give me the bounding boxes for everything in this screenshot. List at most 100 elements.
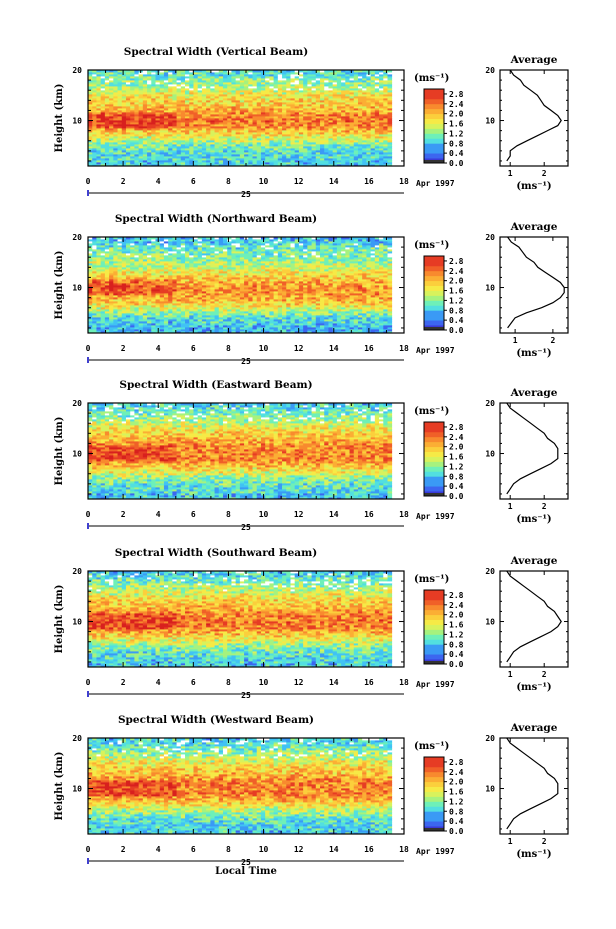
profile-x-label: (ms⁻¹) <box>516 849 551 860</box>
average-profile: Average 1 2 10 20 (ms⁻¹) <box>485 722 569 860</box>
colorbar-tick-label: 2.8 <box>449 257 464 266</box>
x-tick-label: 0 <box>86 678 91 687</box>
day-label: 25 <box>241 523 251 532</box>
colorbar-unit: (ms⁻¹) <box>414 574 449 585</box>
profile-frame <box>499 737 569 835</box>
day-label: 25 <box>241 858 251 867</box>
profile-x-tick-label: 1 <box>508 837 513 846</box>
colorbar-tick-label: 0.0 <box>449 326 464 335</box>
y-tick-label: 20 <box>72 399 82 408</box>
profile-x-tick-label: 2 <box>542 169 547 178</box>
x-tick-label: 12 <box>294 344 304 353</box>
panel-title: Spectral Width (Vertical Beam) <box>124 46 308 58</box>
profile-x-tick-label: 1 <box>508 169 513 178</box>
y-tick-label: 10 <box>72 284 82 293</box>
x-tick-label: 0 <box>86 510 91 519</box>
colorbar-tick-label: 2.4 <box>449 267 464 276</box>
colorbar-unit: (ms⁻¹) <box>414 741 449 752</box>
x-tick-label: 2 <box>121 177 126 186</box>
x-tick-label: 2 <box>121 510 126 519</box>
profile-x-tick-label: 2 <box>542 502 547 511</box>
profile-frame <box>499 402 569 500</box>
colorbar-tick-label: 0.8 <box>449 306 464 315</box>
x-tick-label: 2 <box>121 344 126 353</box>
x-tick-label: 0 <box>86 344 91 353</box>
colorbar-tick-label: 1.2 <box>449 797 464 806</box>
x-tick-label: 18 <box>399 845 409 854</box>
profile-y-tick-label: 10 <box>485 618 495 627</box>
colorbar-tick-label: 1.2 <box>449 462 464 471</box>
day-label: 25 <box>241 357 251 366</box>
colorbar-tick-label: 0.4 <box>449 650 464 659</box>
profile-y-tick-label: 20 <box>485 399 495 408</box>
colorbar-tick-label: 0.0 <box>449 660 464 669</box>
colorbar-tick-label: 0.4 <box>449 149 464 158</box>
colorbar-unit: (ms⁻¹) <box>414 240 449 251</box>
x-tick-label: 2 <box>121 845 126 854</box>
panel-5: Spectral Width (Westward Beam)0 2 4 6 8 10 12 1… <box>54 714 569 877</box>
colorbar-tick-label: 1.6 <box>449 287 464 296</box>
y-tick-label: 20 <box>72 567 82 576</box>
x-tick-label: 18 <box>399 510 409 519</box>
colorbar-tick-label: 0.8 <box>449 139 464 148</box>
colorbar-tick-label: 1.6 <box>449 621 464 630</box>
x-tick-label: 10 <box>259 678 269 687</box>
average-profile: Average 1 2 10 20 (ms⁻¹) <box>485 387 569 525</box>
profile-x-tick-label: 1 <box>508 502 513 511</box>
x-tick-label: 16 <box>364 177 374 186</box>
y-axis-label: Height (km) <box>54 585 65 654</box>
x-tick-label: 16 <box>364 678 374 687</box>
heatmap <box>88 738 393 835</box>
colorbar-tick-label: 2.0 <box>449 611 464 620</box>
profile-frame <box>499 236 569 334</box>
date-label: Apr 1997 <box>416 847 455 856</box>
profile-x-tick-label: 1 <box>513 336 518 345</box>
panel-4: Spectral Width (Southward Beam)0 2 4 6 8 10 12… <box>54 547 569 700</box>
colorbar-tick-label: 0.4 <box>449 316 464 325</box>
y-tick-label: 10 <box>72 450 82 459</box>
x-tick-label: 16 <box>364 845 374 854</box>
profile-line <box>507 236 565 329</box>
profile-y-tick-label: 20 <box>485 233 495 242</box>
profile-x-tick-label: 2 <box>542 837 547 846</box>
colorbar-tick-label: 2.4 <box>449 433 464 442</box>
x-tick-label: 16 <box>364 510 374 519</box>
colorbar-tick-label: 1.2 <box>449 129 464 138</box>
x-tick-label: 16 <box>364 344 374 353</box>
x-axis-label: Local Time <box>215 866 277 877</box>
colorbar-tick-label: 2.4 <box>449 768 464 777</box>
panel-title: Spectral Width (Southward Beam) <box>115 547 317 559</box>
average-profile: Average 1 2 10 20 (ms⁻¹) <box>485 555 569 693</box>
x-tick-label: 14 <box>329 344 339 353</box>
x-tick-label: 4 <box>156 344 161 353</box>
x-tick-label: 8 <box>226 344 231 353</box>
y-tick-label: 20 <box>72 233 82 242</box>
x-tick-label: 18 <box>399 177 409 186</box>
colorbar-tick-label: 0.8 <box>449 807 464 816</box>
x-tick-label: 10 <box>259 845 269 854</box>
y-tick-label: 10 <box>72 117 82 126</box>
x-tick-label: 8 <box>226 845 231 854</box>
colorbar: 2.82.42.01.61.20.80.40.0 <box>423 88 464 168</box>
y-axis-label: Height (km) <box>54 84 65 153</box>
y-axis-label: Height (km) <box>54 251 65 320</box>
panel-3: Spectral Width (Eastward Beam)0 2 4 6 8 10 12 1… <box>54 379 569 532</box>
colorbar-tick-label: 0.8 <box>449 472 464 481</box>
panel-title: Spectral Width (Northward Beam) <box>115 213 317 225</box>
profile-title: Average <box>510 722 558 734</box>
day-label: 25 <box>241 691 251 700</box>
colorbar-tick-label: 2.4 <box>449 100 464 109</box>
x-tick-label: 8 <box>226 678 231 687</box>
profile-title: Average <box>510 387 558 399</box>
colorbar: 2.82.42.01.61.20.80.40.0 <box>423 421 464 501</box>
x-tick-label: 12 <box>294 845 304 854</box>
x-tick-label: 8 <box>226 510 231 519</box>
profile-x-label: (ms⁻¹) <box>516 514 551 525</box>
x-tick-label: 6 <box>191 845 196 854</box>
colorbar-tick-label: 1.2 <box>449 630 464 639</box>
panel-title: Spectral Width (Eastward Beam) <box>119 379 312 391</box>
x-tick-label: 14 <box>329 845 339 854</box>
x-tick-label: 0 <box>86 177 91 186</box>
x-tick-label: 4 <box>156 510 161 519</box>
